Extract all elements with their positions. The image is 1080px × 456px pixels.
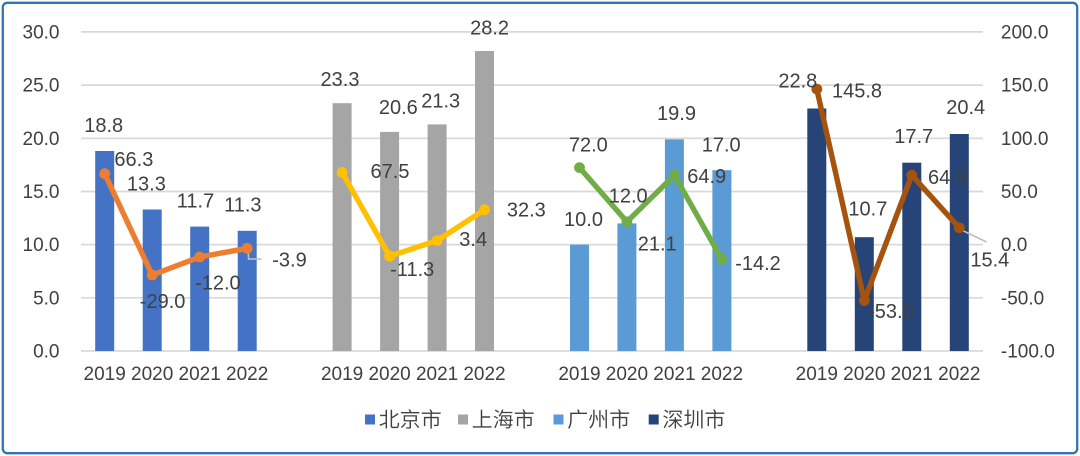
svg-text:-12.0: -12.0 (195, 272, 241, 294)
svg-text:10.7: 10.7 (848, 198, 887, 220)
svg-text:2021: 2021 (179, 364, 221, 385)
svg-text:23.3: 23.3 (321, 69, 360, 91)
svg-text:13.3: 13.3 (127, 173, 166, 195)
svg-text:20.6: 20.6 (379, 97, 418, 119)
svg-text:2021: 2021 (891, 364, 933, 385)
svg-text:15.0: 15.0 (23, 182, 60, 203)
svg-text:0.0: 0.0 (1001, 235, 1027, 256)
svg-text:-100.0: -100.0 (1001, 342, 1055, 363)
svg-text:12.0: 12.0 (609, 185, 648, 207)
svg-text:-29.0: -29.0 (140, 291, 186, 313)
svg-text:2019: 2019 (796, 364, 838, 385)
svg-text:32.3: 32.3 (507, 200, 546, 222)
svg-text:50.0: 50.0 (1001, 182, 1038, 203)
svg-text:21.3: 21.3 (421, 91, 460, 113)
svg-text:2020: 2020 (131, 364, 173, 385)
svg-text:11.7: 11.7 (177, 191, 214, 213)
svg-text:25.0: 25.0 (23, 76, 60, 97)
svg-text:-50.0: -50.0 (1001, 288, 1044, 309)
svg-text:15.4: 15.4 (970, 250, 1009, 272)
svg-text:2019: 2019 (558, 364, 600, 385)
svg-text:11.3: 11.3 (224, 195, 261, 217)
svg-text:2020: 2020 (606, 364, 648, 385)
svg-text:5.0: 5.0 (33, 288, 59, 309)
svg-text:-11.3: -11.3 (390, 259, 434, 281)
svg-text:-14.2: -14.2 (735, 253, 781, 275)
svg-text:0.0: 0.0 (33, 342, 59, 363)
svg-text:2019: 2019 (321, 364, 363, 385)
svg-text:64.9: 64.9 (928, 167, 967, 189)
svg-text:100.0: 100.0 (1001, 129, 1049, 150)
svg-text:20.0: 20.0 (23, 129, 60, 150)
svg-text:2022: 2022 (226, 364, 268, 385)
svg-text:21.1: 21.1 (638, 234, 677, 256)
svg-text:67.5: 67.5 (371, 161, 410, 183)
svg-text:2022: 2022 (938, 364, 980, 385)
svg-text:20.4: 20.4 (946, 97, 985, 119)
svg-text:150.0: 150.0 (1001, 76, 1049, 97)
svg-text:22.8: 22.8 (778, 70, 817, 92)
svg-text:18.8: 18.8 (84, 115, 123, 137)
svg-text:10.0: 10.0 (23, 235, 60, 256)
svg-text:2022: 2022 (463, 364, 505, 385)
svg-text:10.0: 10.0 (564, 209, 603, 231)
svg-text:2022: 2022 (701, 364, 743, 385)
svg-text:30.0: 30.0 (23, 23, 60, 44)
svg-text:19.9: 19.9 (657, 103, 696, 125)
svg-text:145.8: 145.8 (832, 81, 882, 103)
svg-text:2019: 2019 (84, 364, 126, 385)
svg-text:2020: 2020 (368, 364, 410, 385)
svg-text:200.0: 200.0 (1001, 23, 1049, 44)
svg-text:3.4: 3.4 (459, 229, 487, 251)
svg-text:2021: 2021 (653, 364, 695, 385)
svg-text:72.0: 72.0 (569, 135, 608, 157)
svg-text:64.9: 64.9 (687, 166, 726, 188)
svg-text:17.7: 17.7 (894, 126, 933, 148)
svg-text:66.3: 66.3 (114, 149, 153, 171)
svg-text:17.0: 17.0 (702, 135, 741, 157)
svg-text:-3.9: -3.9 (272, 250, 306, 272)
svg-text:28.2: 28.2 (470, 18, 509, 40)
svg-text:2021: 2021 (416, 364, 458, 385)
svg-text:-53.0: -53.0 (868, 301, 914, 323)
svg-text:2020: 2020 (843, 364, 885, 385)
